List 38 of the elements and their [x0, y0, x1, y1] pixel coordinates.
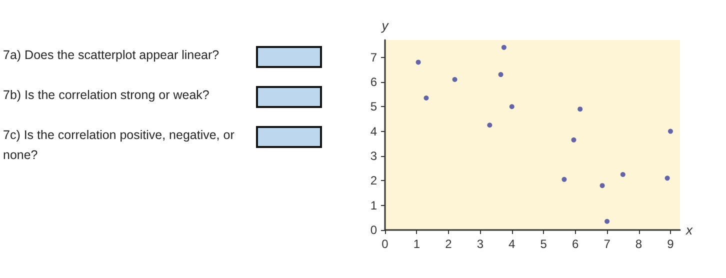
text: 7b) Is the correlation strong or weak? — [3, 87, 210, 104]
x-tick-label: 0 — [382, 237, 389, 251]
point — [424, 95, 429, 100]
point — [452, 76, 458, 82]
x-tick-label: 3 — [476, 237, 484, 251]
point — [600, 183, 605, 188]
x-tick-label: 6 — [572, 237, 579, 251]
point — [487, 122, 492, 128]
x-tick-label: 5 — [540, 237, 548, 251]
x-tick-label: 4 — [508, 237, 516, 251]
y-tick-label: 1 — [370, 198, 378, 212]
x-tick-label: 8 — [635, 237, 642, 251]
point — [620, 172, 626, 177]
point — [509, 104, 514, 110]
x-axis-title: x — [685, 222, 693, 238]
point — [416, 60, 421, 65]
point — [668, 128, 673, 134]
x-tick-label: 7 — [604, 237, 611, 251]
x-tick-label: 9 — [667, 237, 674, 251]
point — [562, 176, 567, 182]
point — [578, 106, 583, 112]
x-tick-label: 1 — [413, 237, 420, 251]
text: 7c) Is the correlation positive, negative, or none? — [3, 127, 236, 164]
y-tick-label: 3 — [370, 148, 378, 163]
y-tick-label: 2 — [370, 174, 378, 188]
point — [571, 137, 576, 142]
point — [664, 176, 670, 181]
y-tick-label: 6 — [370, 74, 378, 89]
y-axis-title: y — [380, 18, 390, 33]
y-tick-label: 4 — [370, 124, 378, 138]
y-tick-label: 0 — [370, 223, 378, 237]
point — [498, 72, 504, 78]
y-tick-label: 5 — [370, 100, 378, 114]
point — [501, 44, 506, 50]
x-tick-label: 2 — [445, 237, 452, 251]
text: 7a) Does the scatterplot appear linear? — [3, 47, 220, 64]
point — [604, 218, 610, 224]
y-tick-label: 7 — [370, 50, 378, 64]
